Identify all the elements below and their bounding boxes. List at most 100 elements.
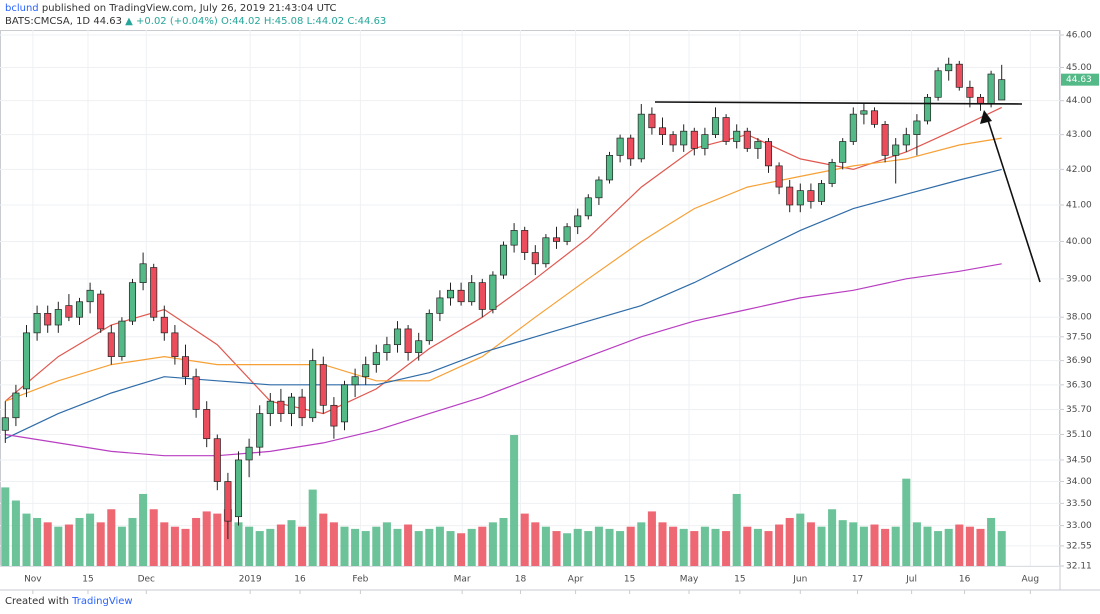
x-tick-label: 15	[82, 575, 93, 585]
last-price-label: 44.63	[1066, 75, 1092, 85]
volume-bar	[944, 528, 953, 566]
volume-bar	[711, 528, 720, 566]
candle-body	[913, 120, 921, 135]
volume-bar	[202, 511, 211, 566]
y-tick-label: 36.90	[1066, 356, 1092, 366]
candle-body	[309, 360, 317, 419]
candle-body	[256, 413, 264, 448]
candle-body	[351, 376, 359, 386]
x-tick-label: 15	[734, 575, 745, 585]
volume-bar	[700, 526, 709, 566]
candle-body	[107, 332, 115, 357]
volume-bar	[912, 522, 921, 566]
volume-bar	[64, 524, 73, 566]
y-tick-label: 35.10	[1066, 430, 1092, 440]
candle-body	[97, 293, 105, 330]
volume-bar	[414, 531, 423, 566]
x-tick-label: 15	[624, 575, 635, 585]
x-tick-label: Nov	[24, 575, 42, 585]
candle-body	[711, 117, 720, 135]
volume-bar	[255, 531, 264, 566]
volume-bar	[287, 520, 296, 566]
candle-body	[966, 86, 974, 98]
x-tick-label: Feb	[352, 575, 368, 585]
candle-body	[563, 226, 571, 242]
candle-body	[701, 134, 709, 149]
volume-bar	[997, 531, 1006, 566]
volume-bar	[594, 526, 603, 566]
y-tick-label: 33.50	[1066, 499, 1092, 509]
x-tick-label: 16	[294, 575, 306, 585]
volume-bar	[573, 528, 582, 566]
moving-average	[5, 168, 1002, 440]
candle-body	[584, 197, 592, 217]
volume-bar	[276, 524, 285, 566]
candle-body	[86, 289, 94, 303]
candle-body	[425, 312, 433, 342]
volume-bar	[605, 528, 614, 566]
candle-body	[934, 70, 942, 98]
price: 44.63	[93, 16, 122, 27]
candle-body	[266, 400, 274, 414]
volume-bar	[859, 526, 868, 566]
candle-body	[849, 113, 857, 142]
candle-body	[552, 237, 561, 242]
candle-body	[245, 446, 253, 461]
candle-body	[372, 352, 380, 365]
volume-bar	[54, 526, 63, 566]
volume-bar	[764, 531, 773, 566]
candle-body	[743, 130, 751, 149]
last-price-box	[1061, 73, 1099, 86]
candle-body	[998, 79, 1006, 101]
candle-body	[213, 438, 221, 482]
header-line: bclund published on TradingView.com, Jul…	[5, 3, 336, 14]
volume-bar	[149, 509, 158, 566]
symbol: BATS:CMCSA, 1D	[5, 16, 91, 27]
volume-bar	[849, 522, 858, 566]
candle-body	[616, 137, 624, 156]
volume-bar	[828, 509, 837, 566]
ohlc: O:44.02 H:45.08 L:44.02 C:44.63	[221, 16, 387, 27]
candle-body	[22, 332, 31, 390]
volume-bar	[679, 528, 688, 566]
candle-body	[404, 328, 412, 353]
volume-bar	[340, 526, 349, 566]
volume-bar	[520, 513, 529, 566]
candle-body	[817, 183, 826, 202]
arrow-head	[980, 110, 992, 124]
y-tick-label: 46.00	[1066, 31, 1092, 41]
arrow-shaft	[985, 113, 1041, 283]
volume-bar	[838, 520, 847, 566]
footer-brand[interactable]: TradingView	[72, 596, 133, 607]
volume-bar	[43, 522, 52, 566]
volume-bar	[806, 522, 815, 566]
volume-bar	[245, 526, 254, 566]
volume-bar	[128, 517, 137, 566]
candle-body	[923, 96, 932, 122]
candle-body	[319, 364, 327, 406]
y-tick-label: 36.30	[1066, 380, 1092, 390]
moving-average	[5, 137, 1002, 402]
volume-bar	[616, 531, 625, 566]
volume-bar	[22, 513, 31, 566]
candle-body	[139, 263, 147, 283]
candle-body	[12, 392, 20, 419]
candle-body	[658, 127, 667, 135]
candle-body	[574, 215, 582, 228]
candle-body	[224, 481, 232, 522]
volume-bar	[891, 526, 900, 566]
volume-bar	[319, 513, 328, 566]
candle-body	[796, 190, 804, 206]
volume-bar	[33, 517, 42, 566]
candle-body	[807, 190, 815, 202]
volume-bar	[404, 524, 413, 566]
volume-bar	[743, 526, 752, 566]
author[interactable]: bclund	[5, 3, 39, 14]
volume-bar	[372, 526, 381, 566]
volume-bar	[584, 531, 593, 566]
resistance-line	[654, 101, 1023, 105]
volume-bar	[467, 528, 476, 566]
candle-body	[65, 305, 73, 318]
candle-body	[33, 312, 41, 334]
volume-bar	[1, 487, 10, 566]
